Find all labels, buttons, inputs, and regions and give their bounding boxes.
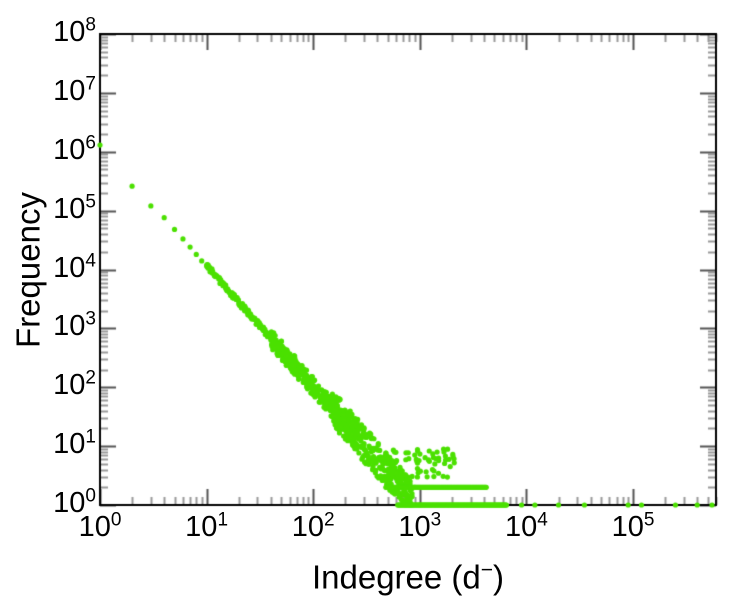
y-axis-label: Frequency xyxy=(9,192,47,348)
x-axis-label: Indegree (d−) xyxy=(311,558,505,596)
x-axis-label-prefix: Indegree (d xyxy=(311,558,481,596)
y-tick-label: 103 xyxy=(53,308,96,343)
y-tick-label: 100 xyxy=(53,485,96,520)
y-tick-label: 108 xyxy=(53,14,96,49)
x-tick-label: 103 xyxy=(398,509,442,543)
x-axis-label-suffix: ) xyxy=(493,558,505,596)
x-tick-label: 105 xyxy=(611,509,655,543)
y-tick-label: 101 xyxy=(53,426,96,461)
x-tick-label: 102 xyxy=(291,509,335,543)
y-tick-label: 105 xyxy=(53,191,96,225)
y-tick-label: 104 xyxy=(53,249,96,284)
y-tick-label: 107 xyxy=(53,73,96,107)
x-axis-label-superscript-minus: − xyxy=(480,558,494,582)
x-tick-label: 100 xyxy=(78,509,122,543)
x-tick-label: 104 xyxy=(505,509,548,543)
y-tick-label: 106 xyxy=(53,132,96,166)
y-tick-label: 102 xyxy=(53,367,96,402)
x-tick-label: 101 xyxy=(185,509,229,543)
